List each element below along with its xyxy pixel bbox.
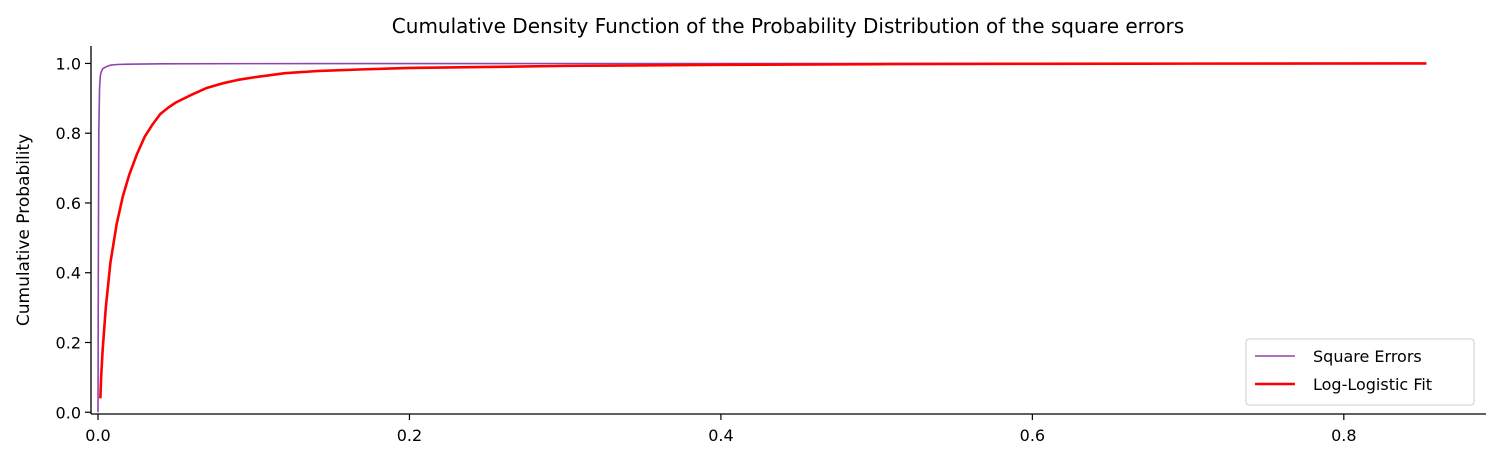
legend-box — [1245, 338, 1475, 406]
y-tick-label: 0.4 — [56, 264, 81, 283]
x-tick-label: 0.6 — [1020, 426, 1045, 445]
y-tick-label: 0.8 — [56, 124, 81, 143]
series-line-2 — [99, 62, 1427, 399]
axes — [90, 46, 1486, 415]
x-tick-label: 0.4 — [708, 426, 733, 445]
y-tick-label: 0.6 — [56, 194, 81, 213]
ticks: 0.0 0.2 0.4 0.6 0.8 0.0 0.2 0.4 0.6 0.8 1.0 — [56, 54, 1357, 445]
legend-label-1: Square Errors — [1313, 347, 1422, 366]
y-tick-label: 0.0 — [56, 403, 81, 422]
y-axis-title: Cumulative Probability — [14, 134, 34, 326]
x-tick-label: 0.2 — [397, 426, 422, 445]
series-line-1 — [97, 62, 1427, 413]
x-tick-label: 0.0 — [85, 426, 110, 445]
x-tick-label: 0.8 — [1331, 426, 1356, 445]
y-tick-label: 1.0 — [56, 54, 81, 73]
chart-title: Cumulative Density Function of the Proba… — [392, 14, 1184, 38]
legend: Square Errors Log-Logistic Fit — [1245, 338, 1475, 406]
plot-lines — [97, 62, 1427, 413]
y-tick-label: 0.2 — [56, 333, 81, 352]
legend-label-2: Log-Logistic Fit — [1313, 375, 1432, 394]
